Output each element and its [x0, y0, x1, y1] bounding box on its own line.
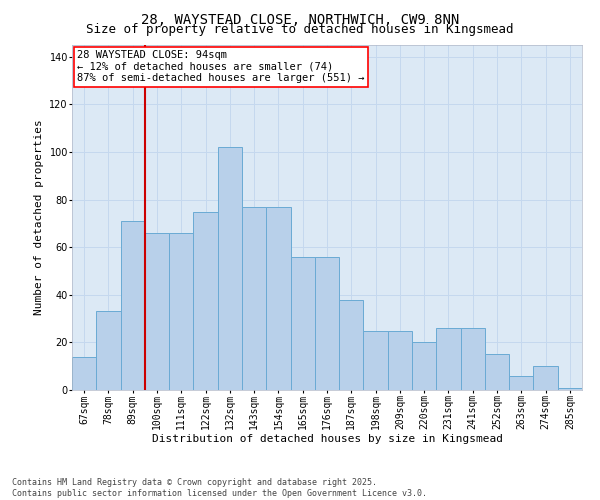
- Bar: [461, 328, 485, 390]
- Bar: [315, 257, 339, 390]
- Bar: [364, 330, 388, 390]
- Text: Size of property relative to detached houses in Kingsmead: Size of property relative to detached ho…: [86, 22, 514, 36]
- Bar: [242, 207, 266, 390]
- Bar: [169, 233, 193, 390]
- X-axis label: Distribution of detached houses by size in Kingsmead: Distribution of detached houses by size …: [151, 434, 503, 444]
- Bar: [218, 148, 242, 390]
- Text: Contains HM Land Registry data © Crown copyright and database right 2025.
Contai: Contains HM Land Registry data © Crown c…: [12, 478, 427, 498]
- Bar: [558, 388, 582, 390]
- Bar: [388, 330, 412, 390]
- Bar: [193, 212, 218, 390]
- Bar: [412, 342, 436, 390]
- Y-axis label: Number of detached properties: Number of detached properties: [34, 120, 44, 316]
- Bar: [436, 328, 461, 390]
- Bar: [266, 207, 290, 390]
- Bar: [96, 312, 121, 390]
- Bar: [533, 366, 558, 390]
- Bar: [485, 354, 509, 390]
- Text: 28, WAYSTEAD CLOSE, NORTHWICH, CW9 8NN: 28, WAYSTEAD CLOSE, NORTHWICH, CW9 8NN: [141, 12, 459, 26]
- Bar: [339, 300, 364, 390]
- Bar: [509, 376, 533, 390]
- Bar: [290, 257, 315, 390]
- Text: 28 WAYSTEAD CLOSE: 94sqm
← 12% of detached houses are smaller (74)
87% of semi-d: 28 WAYSTEAD CLOSE: 94sqm ← 12% of detach…: [77, 50, 365, 84]
- Bar: [72, 356, 96, 390]
- Bar: [121, 221, 145, 390]
- Bar: [145, 233, 169, 390]
